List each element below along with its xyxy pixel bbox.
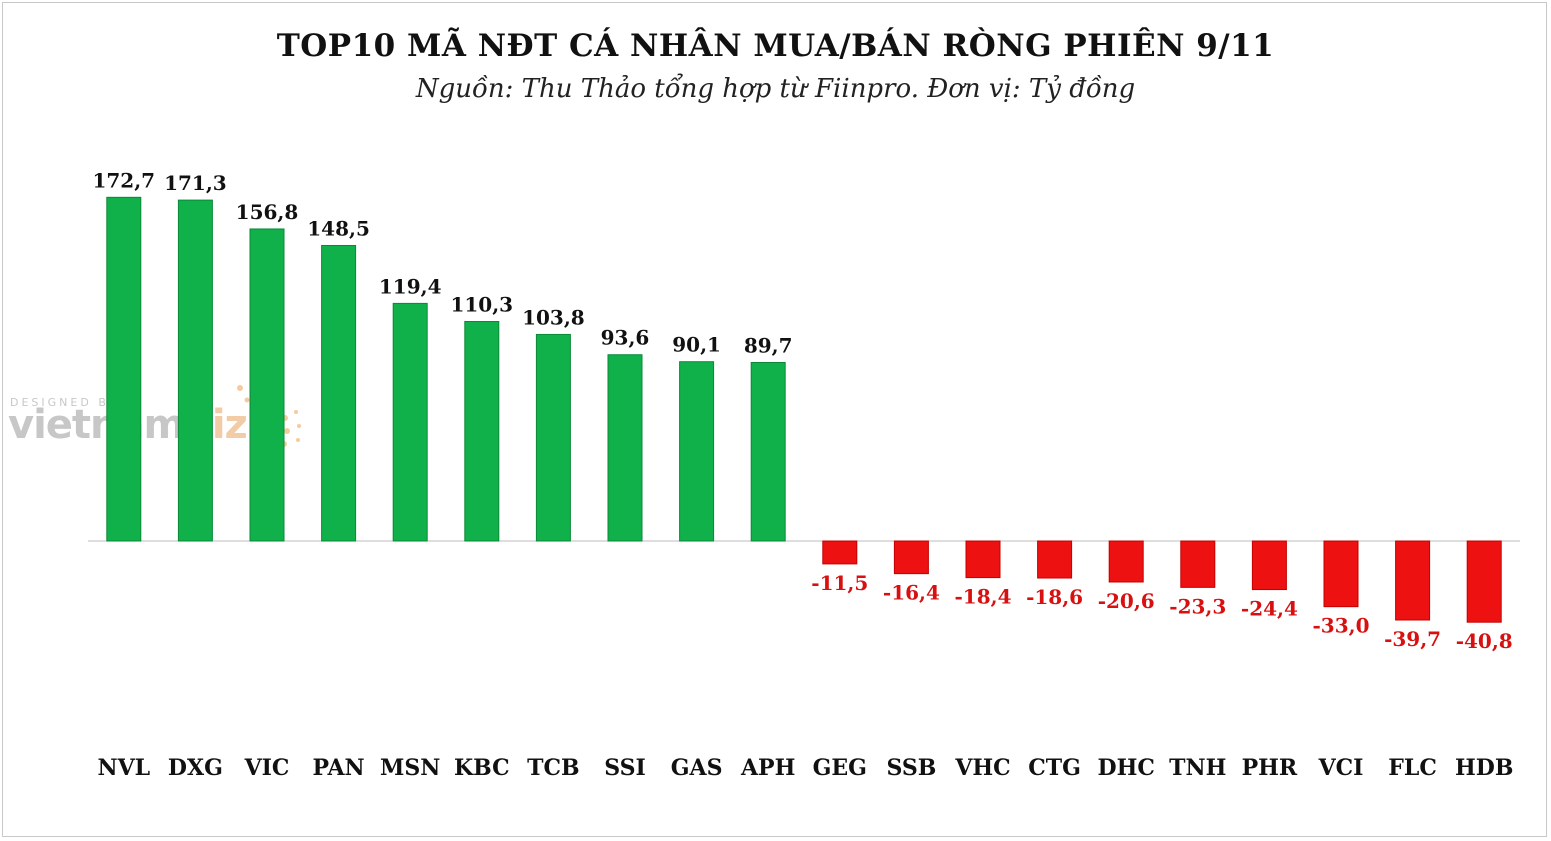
category-label-tnh: TNH [1169, 755, 1226, 781]
value-label-phr: -24,4 [1241, 597, 1298, 621]
watermark-brand-main: vietnam [8, 402, 185, 448]
bar-nvl [106, 196, 142, 542]
bar-phr [1251, 540, 1287, 591]
category-label-geg: GEG [813, 755, 867, 781]
bar-ssi [607, 354, 643, 542]
value-label-vic: 156,8 [236, 200, 299, 224]
bar-dxg [177, 199, 213, 542]
bar-geg [822, 540, 858, 565]
bars-group [106, 196, 1502, 623]
value-label-ssi: 93,6 [601, 326, 650, 350]
watermark-designed-by: DESIGNED BY [10, 396, 118, 409]
bar-msn [392, 302, 428, 542]
bar-dhc [1108, 540, 1144, 583]
value-label-gas: 90,1 [672, 333, 721, 357]
bar-aph [750, 361, 786, 542]
value-label-ctg: -18,6 [1026, 585, 1083, 609]
value-labels-group: 172,7 171,3 156,8 148,5 119,4 110,3 103,8 93,6 9… [92, 168, 1512, 653]
bar-vci [1323, 540, 1359, 608]
category-label-flc: FLC [1388, 755, 1437, 781]
value-label-dxg: 171,3 [164, 171, 227, 195]
category-label-kbc: KBC [454, 755, 510, 781]
category-label-dxg: DXG [168, 755, 223, 781]
category-label-dhc: DHC [1098, 755, 1155, 781]
value-label-flc: -39,7 [1384, 627, 1441, 651]
bar-tnh [1180, 540, 1216, 588]
value-label-pan: 148,5 [307, 216, 370, 240]
bar-ctg [1037, 540, 1073, 579]
value-label-dhc: -20,6 [1098, 589, 1155, 613]
category-labels-group: NVL DXG VIC PAN MSN KBC TCB SSI GAS APH GEG SSB VHC C… [97, 755, 1513, 781]
value-label-nvl: 172,7 [92, 168, 155, 192]
category-label-nvl: NVL [97, 755, 150, 781]
bar-ssb [893, 540, 929, 575]
value-label-tnh: -23,3 [1169, 594, 1226, 618]
chart-subtitle: Nguồn: Thu Thảo tổng hợp từ Fiinpro. Đơn… [415, 74, 1136, 104]
value-label-geg: -11,5 [811, 571, 868, 595]
category-label-gas: GAS [671, 755, 723, 781]
category-label-vhc: VHC [954, 755, 1010, 781]
value-label-ssb: -16,4 [883, 581, 940, 605]
bar-vic [249, 228, 285, 542]
value-label-msn: 119,4 [379, 274, 442, 298]
bar-flc [1395, 540, 1431, 621]
watermark-logo: DESIGNED BY vietnambiz [8, 378, 308, 468]
category-label-vic: VIC [244, 755, 290, 781]
value-label-aph: 89,7 [744, 333, 793, 357]
bar-pan [321, 244, 357, 542]
category-label-pan: PAN [313, 755, 365, 781]
value-label-tcb: 103,8 [522, 305, 585, 329]
bar-gas [679, 361, 715, 542]
value-label-hdb: -40,8 [1456, 629, 1513, 653]
category-label-ctg: CTG [1028, 755, 1081, 781]
value-label-kbc: 110,3 [450, 293, 513, 317]
bar-tcb [535, 333, 571, 542]
category-label-vci: VCI [1318, 755, 1364, 781]
chart-title: TOP10 MÃ NĐT CÁ NHÂN MUA/BÁN RÒNG PHIÊN … [276, 28, 1275, 64]
category-label-ssi: SSI [604, 755, 646, 781]
bar-hdb [1466, 540, 1502, 623]
category-label-hdb: HDB [1455, 755, 1513, 781]
category-label-tcb: TCB [527, 755, 579, 781]
bar-vhc [965, 540, 1001, 579]
value-label-vhc: -18,4 [954, 585, 1011, 609]
bar-kbc [464, 321, 500, 542]
category-label-ssb: SSB [886, 755, 936, 781]
value-label-vci: -33,0 [1312, 614, 1369, 638]
category-label-aph: APH [740, 755, 795, 781]
category-label-msn: MSN [380, 755, 440, 781]
category-label-phr: PHR [1242, 755, 1298, 781]
